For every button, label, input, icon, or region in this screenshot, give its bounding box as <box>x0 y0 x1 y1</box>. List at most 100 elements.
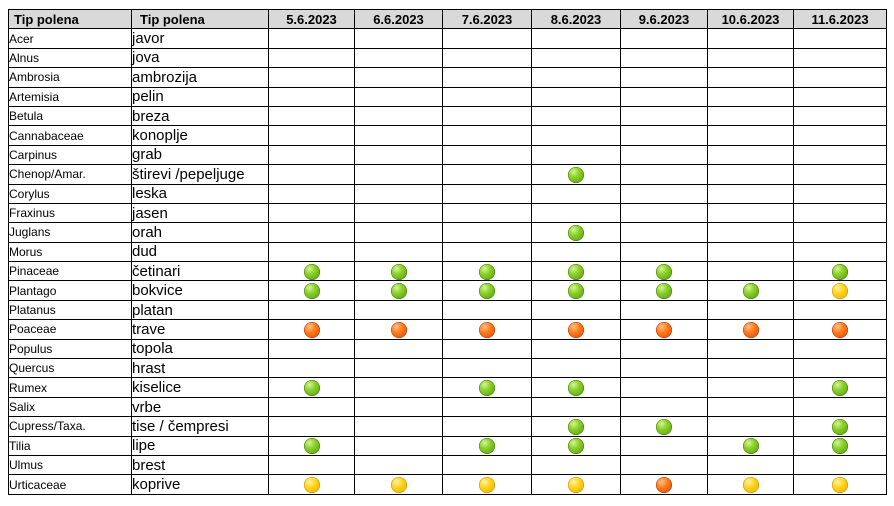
day-cell <box>442 280 532 301</box>
day-cell <box>442 454 532 476</box>
latin-name-cell: Quercus <box>8 358 132 379</box>
low-level-dot-icon <box>832 418 848 435</box>
low-level-dot-icon <box>390 282 407 299</box>
day-cell <box>793 241 887 263</box>
day-cell <box>442 299 532 321</box>
day-cell <box>620 474 708 495</box>
low-level-dot-icon <box>656 263 672 280</box>
local-name-cell: četinari <box>131 261 269 282</box>
day-cell <box>707 241 794 263</box>
day-cell <box>707 202 794 224</box>
day-cell <box>793 338 887 360</box>
header-local: Tip polena <box>131 8 269 30</box>
day-cell <box>268 183 355 204</box>
latin-name-cell: Cannabaceae <box>8 125 132 146</box>
latin-name-cell: Carpinus <box>8 144 132 166</box>
day-cell <box>620 183 708 204</box>
header-date: 10.6.2023 <box>707 8 794 30</box>
local-name-cell: brest <box>131 454 269 476</box>
day-cell <box>793 183 887 204</box>
day-cell <box>620 338 708 360</box>
low-level-dot-icon <box>479 438 495 455</box>
day-cell <box>268 125 355 146</box>
table-row: Platanus platan <box>8 299 887 321</box>
high-level-dot-icon <box>832 321 848 338</box>
day-cell <box>620 67 708 88</box>
local-name-cell: jasen <box>131 202 269 224</box>
moderate-level-dot-icon <box>390 476 407 493</box>
low-level-dot-icon <box>303 282 320 299</box>
day-cell <box>442 241 532 263</box>
table-row: Acer javor <box>8 28 887 49</box>
day-cell <box>268 280 355 301</box>
latin-name-cell: Artemisia <box>8 86 132 107</box>
day-cell <box>793 358 887 379</box>
day-cell <box>707 280 794 301</box>
day-cell <box>354 105 443 127</box>
day-cell <box>354 435 443 456</box>
day-cell <box>793 105 887 127</box>
day-cell <box>793 299 887 321</box>
day-cell <box>793 28 887 49</box>
low-level-dot-icon <box>303 263 320 280</box>
day-cell <box>442 319 532 340</box>
local-name-cell: trave <box>131 319 269 340</box>
low-level-dot-icon <box>568 438 584 455</box>
high-level-dot-icon <box>656 476 672 493</box>
low-level-dot-icon <box>568 166 584 183</box>
pollen-table: Tip polena Tip polena 5.6.2023 6.6.2023 … <box>8 8 887 495</box>
day-cell <box>442 416 532 437</box>
day-cell <box>531 280 621 301</box>
day-cell <box>354 319 443 340</box>
day-cell <box>268 105 355 127</box>
table-row: Alnus jova <box>8 47 887 69</box>
day-cell <box>531 28 621 49</box>
latin-name-cell: Rumex <box>8 377 132 398</box>
moderate-level-dot-icon <box>832 476 848 493</box>
day-cell <box>442 67 532 88</box>
day-cell <box>707 319 794 340</box>
day-cell <box>442 28 532 49</box>
local-name-cell: koprive <box>131 474 269 495</box>
latin-name-cell: Acer <box>8 28 132 49</box>
local-name-cell: jova <box>131 47 269 69</box>
day-cell <box>442 222 532 243</box>
low-level-dot-icon <box>479 379 495 396</box>
day-cell <box>268 338 355 360</box>
day-cell <box>707 105 794 127</box>
day-cell <box>531 222 621 243</box>
day-cell <box>442 358 532 379</box>
local-name-cell: orah <box>131 222 269 243</box>
local-name-cell: grab <box>131 144 269 166</box>
day-cell <box>531 202 621 224</box>
day-cell <box>268 241 355 263</box>
latin-name-cell: Tilia <box>8 435 132 456</box>
low-level-dot-icon <box>742 282 759 299</box>
local-name-cell: štirevi /pepeljuge <box>131 164 269 185</box>
day-cell <box>354 358 443 379</box>
day-cell <box>531 261 621 282</box>
latin-name-cell: Corylus <box>8 183 132 204</box>
header-date: 8.6.2023 <box>531 8 621 30</box>
day-cell <box>707 338 794 360</box>
latin-name-cell: Poaceae <box>8 319 132 340</box>
day-cell <box>268 358 355 379</box>
day-cell <box>531 67 621 88</box>
day-cell <box>442 377 532 398</box>
header-date: 5.6.2023 <box>268 8 355 30</box>
low-level-dot-icon <box>568 418 584 435</box>
day-cell <box>442 125 532 146</box>
latin-name-cell: Fraxinus <box>8 202 132 224</box>
day-cell <box>620 358 708 379</box>
day-cell <box>620 86 708 107</box>
local-name-cell: lipe <box>131 435 269 456</box>
day-cell <box>620 396 708 418</box>
day-cell <box>442 338 532 360</box>
header-latin: Tip polena <box>8 8 132 30</box>
day-cell <box>531 299 621 321</box>
local-name-cell: tise / čempresi <box>131 416 269 437</box>
day-cell <box>793 125 887 146</box>
day-cell <box>442 86 532 107</box>
day-cell <box>793 396 887 418</box>
day-cell <box>707 377 794 398</box>
